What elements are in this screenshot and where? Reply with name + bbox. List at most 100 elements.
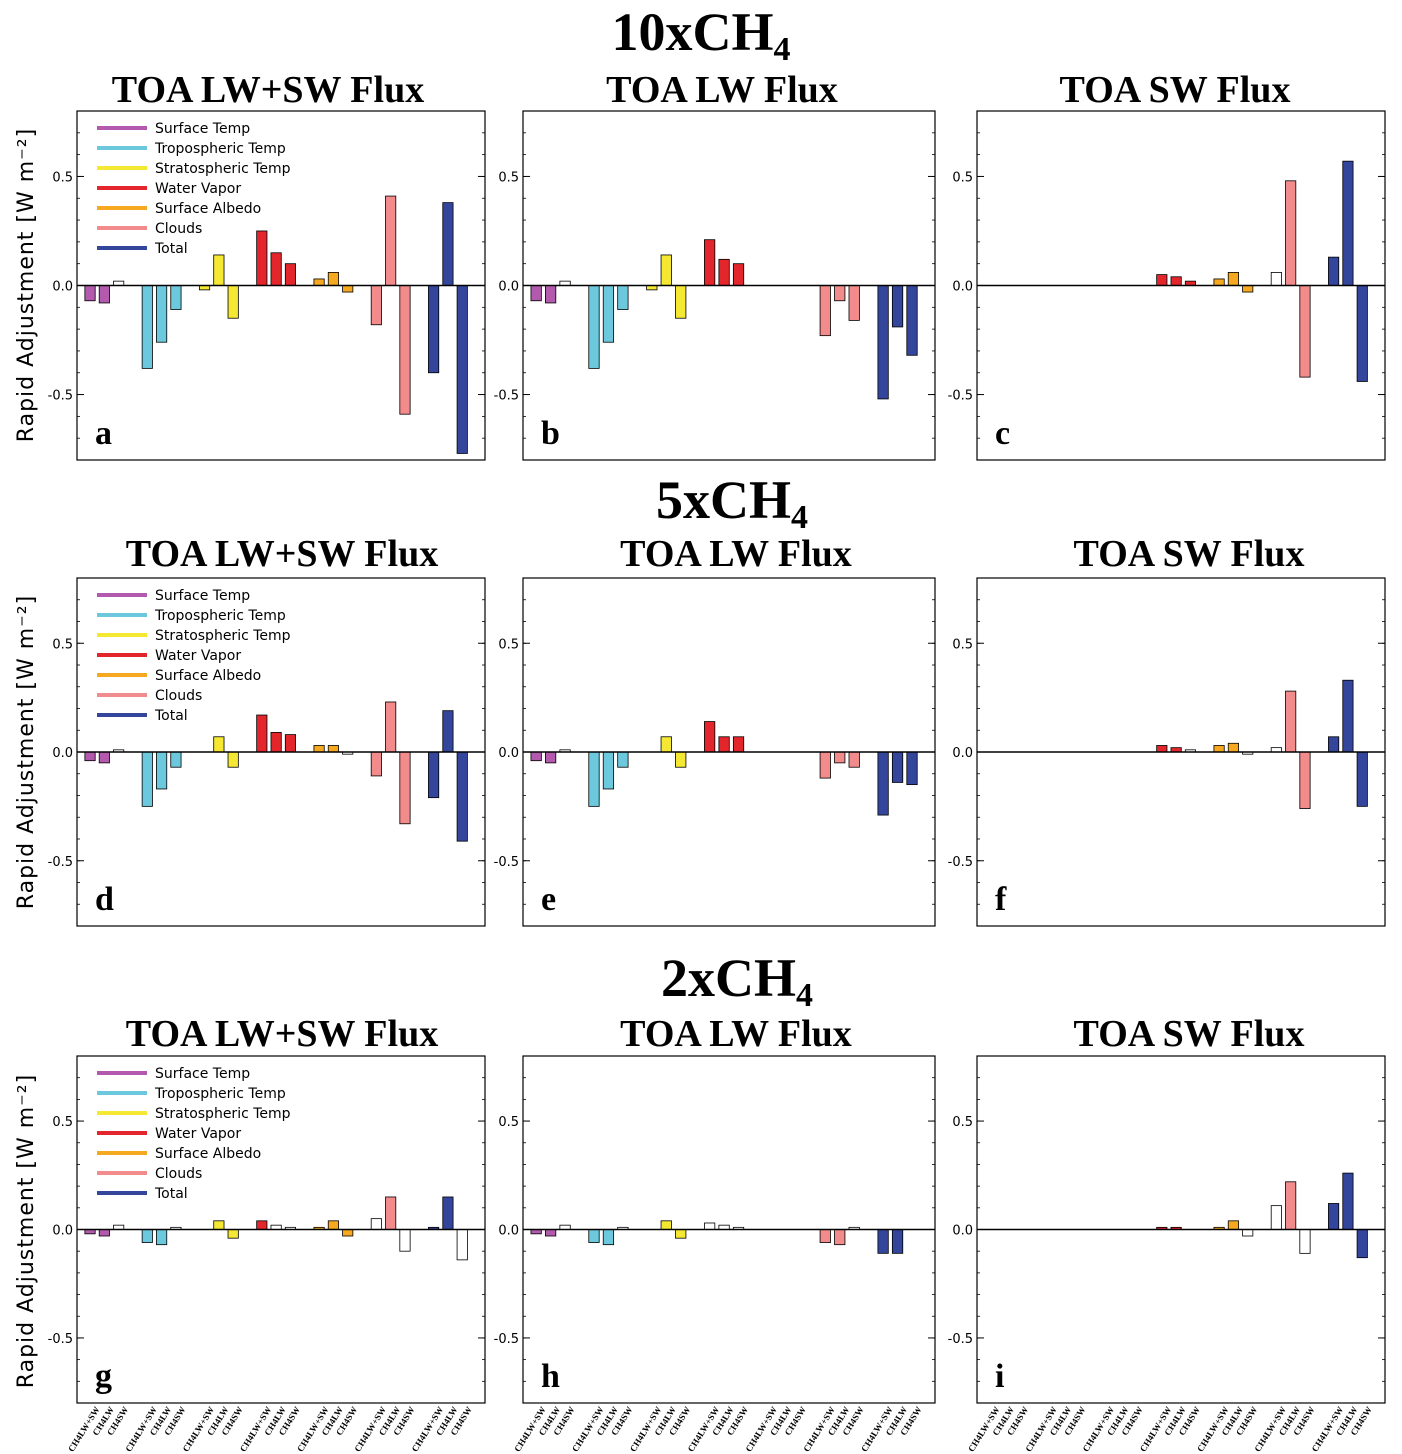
row-title-subscript: 4 [791, 499, 808, 536]
bar-stratospheric-temp-1 [213, 736, 225, 753]
bar-total-2 [456, 1229, 468, 1261]
bar-clouds-2 [1299, 285, 1311, 378]
y-tick-label: 0.0 [498, 746, 519, 761]
bar-surface-temp-1 [98, 1229, 110, 1237]
panel-letter: a [95, 415, 112, 452]
panel-title: TOA LW+SW Flux [126, 1013, 438, 1055]
bar-tropospheric-temp-2 [617, 285, 629, 310]
bar-total-1 [1342, 160, 1354, 286]
panel-letter: e [541, 881, 556, 918]
bar-clouds-0 [819, 751, 831, 779]
y-tick-label: 0.0 [52, 280, 73, 295]
panel-letter: f [995, 881, 1007, 918]
bar-tropospheric-temp-0 [588, 285, 600, 369]
panel-title: TOA LW+SW Flux [126, 533, 438, 575]
bar-clouds-2 [1299, 1229, 1311, 1254]
bar-water-vapor-2 [284, 734, 297, 753]
bar-stratospheric-temp-1 [213, 254, 225, 286]
legend-label: Surface Temp [155, 1066, 250, 1082]
y-tick-label: 0.0 [498, 1224, 519, 1239]
y-tick-label: -0.5 [48, 389, 73, 404]
row-title: 10xCH4 [612, 2, 791, 68]
y-tick-label: 0.0 [52, 1224, 73, 1239]
legend-label: Stratospheric Temp [155, 628, 291, 644]
panel-f: TOA SW Flux 0.5 0.0 -0.5 f [948, 533, 1386, 927]
y-tick-label: -0.5 [494, 1332, 519, 1347]
bar-total-0 [1328, 1203, 1340, 1230]
y-tick-label: 0.5 [952, 170, 973, 185]
bar-clouds-1 [1285, 180, 1297, 286]
bar-water-vapor-1 [270, 732, 282, 753]
bar-clouds-0 [1270, 1205, 1282, 1230]
bar-clouds-1 [385, 195, 397, 286]
bar-surface-albedo-1 [1227, 1220, 1239, 1230]
bar-clouds-2 [399, 285, 411, 415]
bar-total-2 [1356, 751, 1368, 807]
legend-label: Surface Albedo [155, 668, 261, 684]
y-tick-label: 0.5 [952, 1115, 973, 1130]
bar-water-vapor-2 [284, 263, 297, 286]
bar-total-0 [877, 285, 889, 400]
bar-surface-albedo-1 [327, 1220, 339, 1230]
y-tick-label: 0.0 [498, 280, 519, 295]
bar-clouds-0 [819, 1229, 831, 1243]
legend-label: Clouds [155, 688, 202, 704]
bar-surface-albedo-1 [327, 745, 339, 753]
bar-tropospheric-temp-0 [588, 1229, 600, 1243]
bar-surface-albedo-0 [313, 745, 325, 753]
bar-surface-albedo-0 [1213, 278, 1225, 286]
bar-tropospheric-temp-1 [156, 1229, 168, 1246]
y-tick-label: -0.5 [48, 855, 73, 870]
bar-water-vapor-0 [704, 239, 716, 286]
bar-surface-temp-1 [545, 751, 557, 764]
legend-label: Clouds [155, 221, 202, 237]
bar-clouds-2 [399, 1229, 411, 1252]
y-tick-label: 0.5 [498, 1115, 519, 1130]
bar-water-vapor-0 [256, 714, 268, 753]
legend-label: Surface Albedo [155, 1146, 261, 1162]
legend-label: Water Vapor [155, 648, 241, 664]
bar-water-vapor-1 [718, 258, 730, 286]
bar-clouds-0 [370, 1218, 382, 1230]
bar-total-2 [1356, 1229, 1368, 1259]
y-tick-label: 0.5 [498, 170, 519, 185]
panel-letter: g [95, 1358, 112, 1395]
bar-surface-temp-0 [84, 751, 96, 762]
bar-total-1 [891, 751, 904, 783]
bar-clouds-2 [1299, 751, 1311, 809]
y-tick-label: 0.5 [498, 637, 519, 652]
bar-total-1 [442, 710, 454, 753]
legend-label: Tropospheric Temp [154, 1086, 286, 1102]
bar-total-1 [1342, 1172, 1354, 1230]
y-tick-label: -0.5 [494, 389, 519, 404]
legend-label: Tropospheric Temp [154, 608, 286, 624]
bar-surface-temp-1 [98, 285, 110, 304]
legend: Surface Temp Tropospheric Temp Stratospher… [97, 1066, 291, 1202]
bar-clouds-1 [834, 1229, 846, 1246]
bar-water-vapor-1 [718, 736, 730, 753]
legend-label: Water Vapor [155, 1126, 241, 1142]
y-axis-label: Rapid Adjustment [W m⁻²] [14, 595, 39, 909]
bar-surface-albedo-1 [1227, 742, 1239, 753]
bar-water-vapor-0 [256, 230, 268, 286]
legend-label: Stratospheric Temp [155, 161, 291, 177]
bar-stratospheric-temp-2 [675, 751, 687, 768]
legend-label: Surface Albedo [155, 201, 261, 217]
bar-clouds-2 [399, 751, 411, 825]
legend-label: Water Vapor [155, 181, 241, 197]
bar-total-1 [442, 1196, 454, 1230]
bar-clouds-2 [848, 285, 860, 321]
bar-tropospheric-temp-1 [602, 285, 615, 343]
y-axis-label: Rapid Adjustment [W m⁻²] [14, 1074, 39, 1388]
panel-c: TOA SW Flux 0.5 0.0 -0.5 c [948, 69, 1386, 461]
row-title-subscript: 4 [796, 977, 813, 1014]
panel-title: TOA LW+SW Flux [112, 69, 424, 111]
bar-total-0 [877, 1229, 889, 1254]
y-tick-label: 0.0 [952, 746, 973, 761]
y-tick-label: 0.0 [952, 1224, 973, 1239]
bar-surface-temp-0 [530, 285, 542, 302]
y-tick-label: 0.5 [52, 170, 73, 185]
bar-stratospheric-temp-2 [227, 285, 239, 319]
bar-water-vapor-0 [256, 1220, 268, 1230]
bar-stratospheric-temp-2 [675, 285, 687, 319]
